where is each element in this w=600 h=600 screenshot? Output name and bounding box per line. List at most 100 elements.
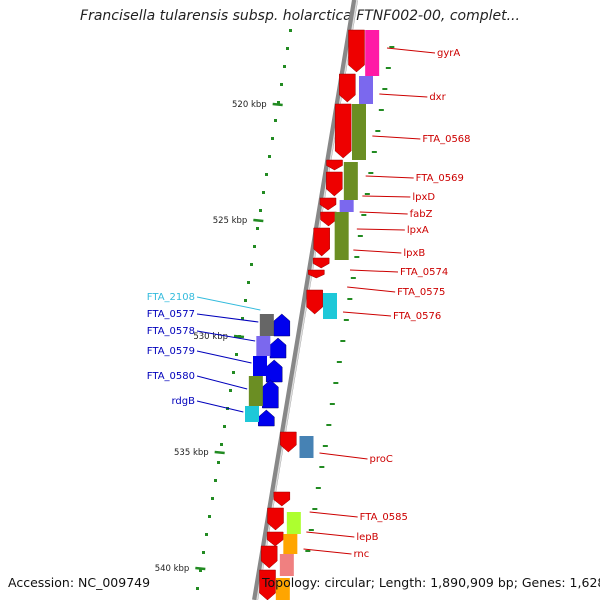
- scale-dot: [265, 173, 268, 176]
- label-leader: [196, 313, 259, 323]
- label-leader: [362, 195, 411, 198]
- forward-gene-arrow: [326, 171, 343, 197]
- gene-label-dxr: dxr: [429, 92, 446, 103]
- cog-box: [323, 293, 337, 319]
- scale-dot: [202, 551, 205, 554]
- scale-dot: [283, 65, 286, 68]
- forward-gene-arrow: [267, 507, 284, 531]
- label-leader: [347, 286, 396, 293]
- gene-label-fta_0576: FTA_0576: [393, 311, 441, 322]
- forward-gene-arrow: [339, 73, 356, 103]
- forward-gene-arrow: [320, 211, 337, 227]
- scale-dot: [199, 569, 202, 572]
- outer-tick: [375, 130, 381, 132]
- scale-label: 530 kbp: [193, 332, 228, 342]
- scale-dot: [244, 299, 247, 302]
- scale-dot: [274, 119, 277, 122]
- label-leader: [356, 228, 405, 231]
- label-leader: [379, 93, 428, 98]
- scale-major-tick: [233, 334, 245, 339]
- gene-labels: gyrA dxr FTA_0568 FTA_0569 lpxD fabZ lpxA lpxB F…: [147, 47, 471, 560]
- label-leader: [386, 47, 436, 54]
- cog-box: [334, 212, 349, 260]
- forward-gene-arrow: [348, 29, 365, 73]
- outer-tick: [382, 88, 388, 90]
- gene-label-gyra: gyrA: [437, 48, 460, 59]
- outer-tick: [357, 235, 363, 237]
- scale-label: 525 kbp: [213, 216, 248, 226]
- scale-dot: [277, 101, 280, 104]
- scale-dot: [196, 587, 199, 590]
- outer-tick: [371, 151, 377, 153]
- scale-major-tick: [253, 218, 264, 223]
- outer-tick: [336, 361, 342, 363]
- outer-tick: [319, 466, 325, 468]
- gene-label-rdgb: rdgB: [172, 396, 196, 407]
- cog-box: [343, 162, 358, 200]
- scale-dot: [286, 47, 289, 50]
- label-leader: [196, 296, 261, 311]
- scale-dot: [208, 515, 211, 518]
- scale-dot: [280, 83, 283, 86]
- outer-tick: [315, 487, 321, 489]
- cog-features: [245, 30, 380, 600]
- reverse-gene-arrow: [265, 359, 283, 383]
- cog-box: [352, 104, 366, 160]
- outer-tick: [329, 403, 335, 405]
- cog-box: [253, 356, 267, 376]
- forward-gene-arrow: [266, 531, 284, 547]
- forward-gene-arrow: [326, 159, 343, 171]
- scale-dot: [259, 209, 262, 212]
- outer-tick: [347, 298, 353, 300]
- reverse-gene-arrow: [273, 313, 291, 337]
- label-leader: [319, 452, 368, 460]
- forward-gene-arrow: [306, 289, 323, 315]
- scale-dot: [220, 443, 223, 446]
- forward-gene-arrow: [334, 103, 352, 159]
- cog-box: [275, 578, 290, 600]
- gene-label-rnc: rnc: [354, 549, 370, 560]
- forward-gene-arrow: [260, 545, 278, 569]
- gene-label-fta_0578: FTA_0578: [147, 326, 195, 337]
- label-leader: [349, 269, 399, 273]
- label-leader: [196, 400, 244, 413]
- scale-major-tick: [195, 566, 206, 571]
- outer-tick: [354, 256, 360, 258]
- gene-label-fta_0580: FTA_0580: [147, 371, 195, 382]
- cog-box: [245, 406, 259, 422]
- forward-gene-arrow: [313, 227, 330, 257]
- label-leader: [372, 135, 421, 140]
- outer-tick: [389, 46, 395, 48]
- cog-box: [286, 512, 301, 534]
- map-title: Francisella tularensis subsp. holarctica…: [80, 8, 520, 24]
- cog-box: [248, 376, 263, 406]
- outer-tick: [333, 382, 339, 384]
- cog-box: [299, 436, 314, 458]
- cog-box: [283, 534, 298, 554]
- cog-box: [256, 336, 271, 356]
- scale-label: 535 kbp: [174, 448, 209, 458]
- label-leader: [196, 350, 252, 364]
- label-leader: [306, 531, 355, 538]
- scale-dot: [229, 389, 232, 392]
- outer-tick: [308, 529, 314, 531]
- label-leader: [342, 311, 392, 317]
- outer-tick: [368, 172, 374, 174]
- scale-dot: [247, 281, 250, 284]
- scale-dot: [205, 533, 208, 536]
- reverse-gene-arrow: [269, 337, 287, 359]
- outer-tick: [385, 67, 391, 69]
- label-leader: [196, 375, 248, 390]
- cog-box: [259, 314, 274, 336]
- forward-gene-arrow: [312, 257, 330, 269]
- outer-tick: [364, 193, 370, 195]
- outer-tick: [312, 508, 318, 510]
- gene-label-lepb: lepB: [356, 532, 378, 543]
- accession-label: Accession: NC_009749: [8, 575, 151, 590]
- gene-label-proc: proC: [370, 454, 393, 465]
- cog-box: [365, 30, 380, 76]
- scale-dot: [214, 479, 217, 482]
- scale-dot: [241, 317, 244, 320]
- scale-label: 520 kbp: [232, 100, 267, 110]
